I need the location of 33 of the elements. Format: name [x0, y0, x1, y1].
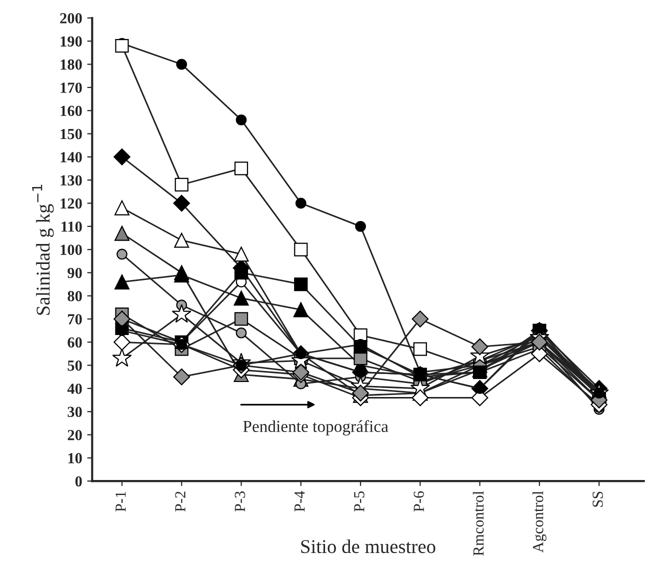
x-tick-label: P-2 — [175, 492, 186, 512]
y-tick-label: 100 — [60, 244, 82, 255]
y-tick-label: 130 — [60, 175, 82, 186]
x-axis-title: Sitio de muestreo — [301, 539, 436, 554]
x-tick-label: SS — [592, 492, 603, 507]
y-tick-label: 170 — [60, 82, 82, 93]
x-tick-label: P-3 — [234, 491, 246, 512]
y-tick-label: 70 — [68, 314, 82, 324]
y-tick-label: 60 — [68, 337, 82, 348]
x-tick-label: Rmcontrol — [472, 491, 484, 556]
y-tick-label: 50 — [68, 360, 82, 371]
y-tick-label: 20 — [68, 430, 82, 440]
x-tick-label: P-1 — [116, 492, 126, 512]
y-axis-title: Salinidad g kg$^{−1}$ — [32, 184, 54, 315]
y-tick-label: 10 — [68, 453, 82, 464]
y-tick-label: 150 — [60, 128, 82, 140]
x-tick-label: Agcontrol — [532, 491, 546, 553]
y-tick-label: 190 — [60, 36, 82, 47]
y-tick-label: 160 — [60, 106, 82, 116]
y-tick-label: 30 — [68, 406, 82, 418]
y-tick-label: 110 — [62, 222, 82, 232]
y-tick-label: 90 — [68, 268, 82, 278]
y-tick-label: 120 — [60, 198, 82, 209]
y-tick-label: 80 — [68, 290, 82, 302]
y-tick-label: 40 — [67, 384, 82, 394]
x-tick-label: P-6 — [414, 491, 424, 512]
y-tick-label: 200 — [60, 13, 82, 24]
x-tick-label: P-4 — [294, 491, 305, 512]
y-tick-label: 0 — [75, 476, 82, 487]
x-tick-label: P-5 — [354, 491, 364, 512]
y-tick-label: 140 — [60, 152, 82, 162]
annotation: Pendiente topográfica — [243, 420, 388, 436]
y-tick-label: 180 — [60, 59, 82, 70]
